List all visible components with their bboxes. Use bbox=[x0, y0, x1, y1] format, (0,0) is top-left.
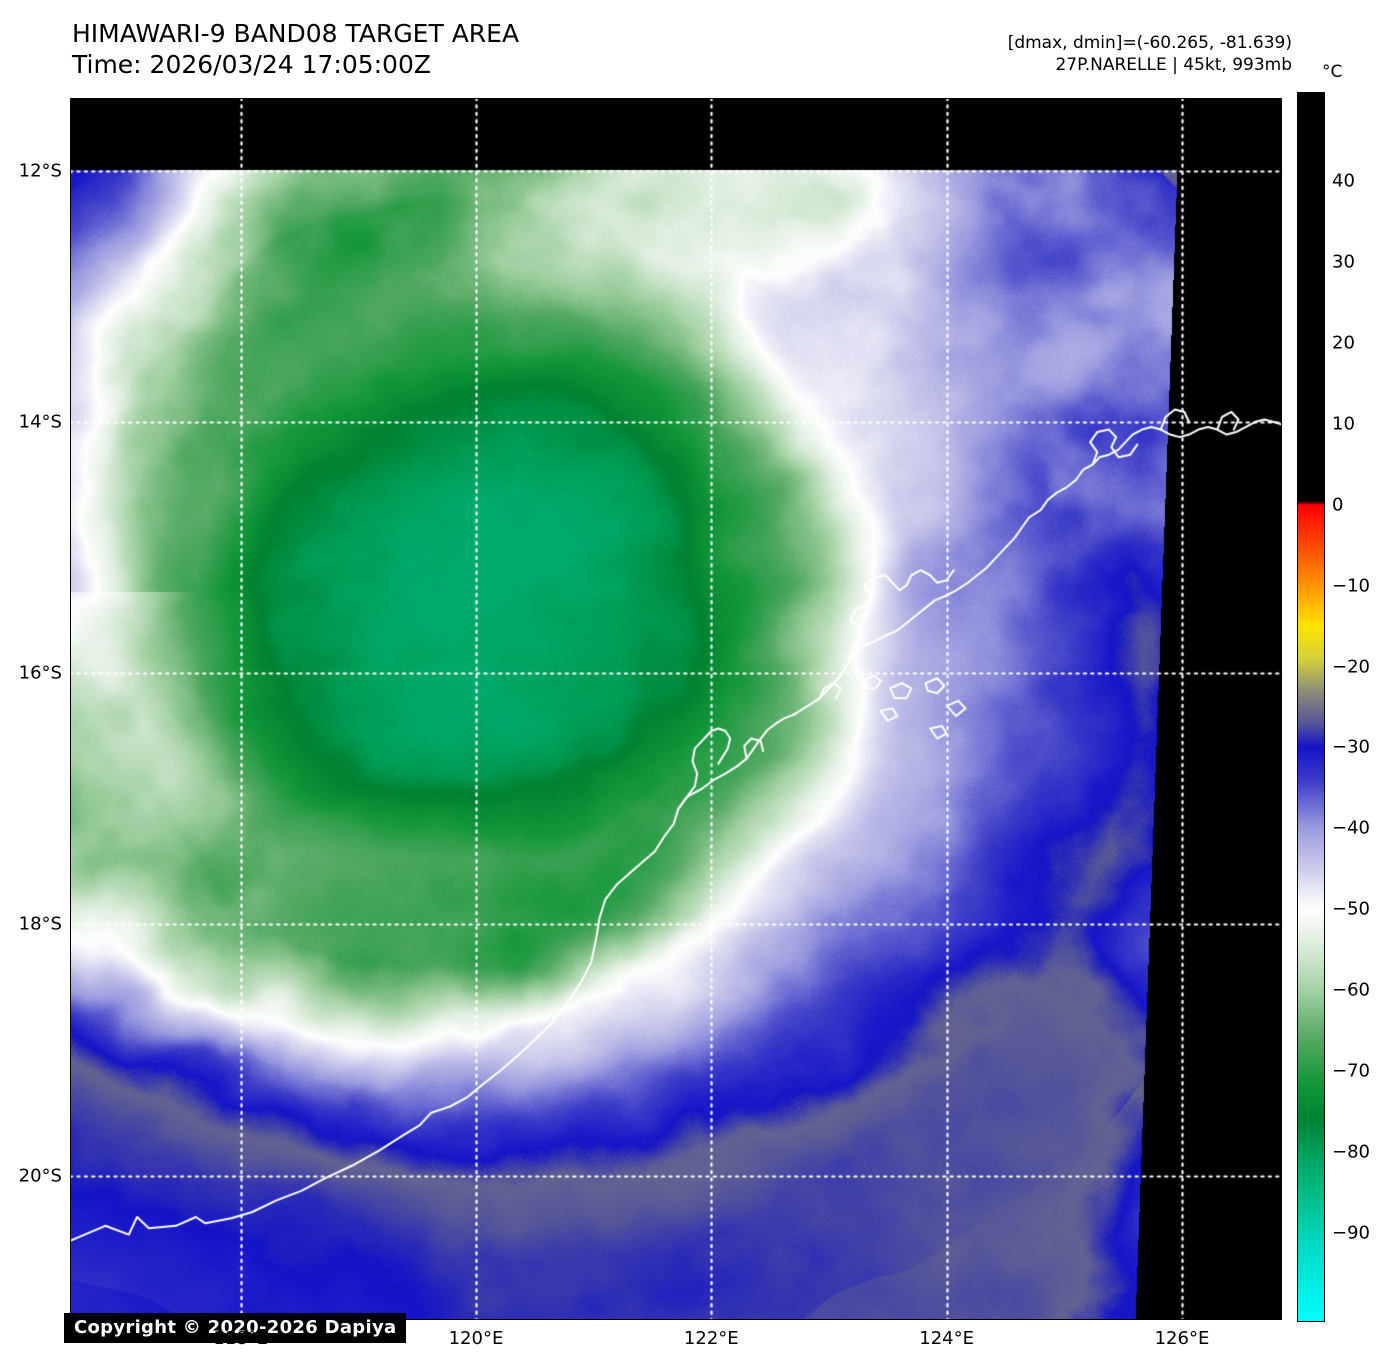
dmax-dmin-label: [dmax, dmin]=(-60.265, -81.639) bbox=[1007, 33, 1292, 53]
title-block: HIMAWARI-9 BAND08 TARGET AREA Time: 2026… bbox=[72, 18, 519, 80]
colorbar-tick-2: 20 bbox=[1332, 332, 1355, 354]
satellite-image-plot bbox=[70, 98, 1282, 1320]
colorbar-gradient bbox=[1298, 93, 1324, 1321]
colorbar-tick-3: 10 bbox=[1332, 413, 1355, 435]
latitude-tick-4: 20°S bbox=[18, 1165, 62, 1187]
colorbar-tick-5: −10 bbox=[1332, 575, 1370, 597]
longitude-tick-0: 118°E bbox=[213, 1328, 268, 1349]
colorbar-tick-6: −20 bbox=[1332, 656, 1370, 678]
colorbar-tick-10: −60 bbox=[1332, 979, 1370, 1001]
colorbar-tick-0: 40 bbox=[1332, 170, 1355, 192]
colorbar-tick-9: −50 bbox=[1332, 898, 1370, 920]
latitude-tick-1: 14°S bbox=[18, 411, 62, 433]
temperature-colorbar bbox=[1297, 92, 1325, 1322]
longitude-tick-3: 124°E bbox=[919, 1328, 975, 1349]
graticule-and-coastline-overlay bbox=[70, 98, 1282, 1320]
longitude-tick-2: 122°E bbox=[683, 1328, 739, 1349]
copyright-watermark: Copyright © 2020-2026 Dapiya bbox=[64, 1313, 407, 1343]
timestamp-label: Time: 2026/03/24 17:05:00Z bbox=[72, 50, 431, 79]
page-title: HIMAWARI-9 BAND08 TARGET AREA bbox=[72, 19, 520, 48]
longitude-tick-1: 120°E bbox=[448, 1328, 504, 1349]
colorbar-tick-12: −80 bbox=[1332, 1141, 1370, 1163]
colorbar-tick-11: −70 bbox=[1332, 1060, 1370, 1082]
colorbar-unit-label: °C bbox=[1322, 62, 1343, 82]
latitude-tick-2: 16°S bbox=[18, 662, 62, 684]
metadata-block: [dmax, dmin]=(-60.265, -81.639) 27P.NARE… bbox=[1008, 32, 1292, 76]
colorbar-tick-4: 0 bbox=[1332, 494, 1344, 516]
colorbar-tick-7: −30 bbox=[1332, 736, 1370, 758]
longitude-tick-4: 126°E bbox=[1154, 1328, 1210, 1349]
storm-info-label: 27P.NARELLE | 45kt, 993mb bbox=[1055, 55, 1292, 75]
colorbar-tick-1: 30 bbox=[1332, 251, 1355, 273]
latitude-tick-3: 18°S bbox=[18, 913, 62, 935]
latitude-tick-0: 12°S bbox=[18, 160, 62, 182]
colorbar-tick-13: −90 bbox=[1332, 1222, 1370, 1244]
colorbar-tick-8: −40 bbox=[1332, 817, 1370, 839]
